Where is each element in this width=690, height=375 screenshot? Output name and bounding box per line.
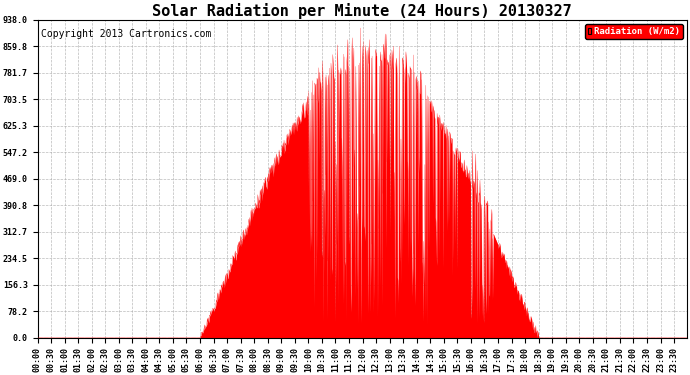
- Title: Solar Radiation per Minute (24 Hours) 20130327: Solar Radiation per Minute (24 Hours) 20…: [152, 3, 572, 19]
- Text: Copyright 2013 Cartronics.com: Copyright 2013 Cartronics.com: [41, 30, 211, 39]
- Legend: Radiation (W/m2): Radiation (W/m2): [585, 24, 682, 39]
